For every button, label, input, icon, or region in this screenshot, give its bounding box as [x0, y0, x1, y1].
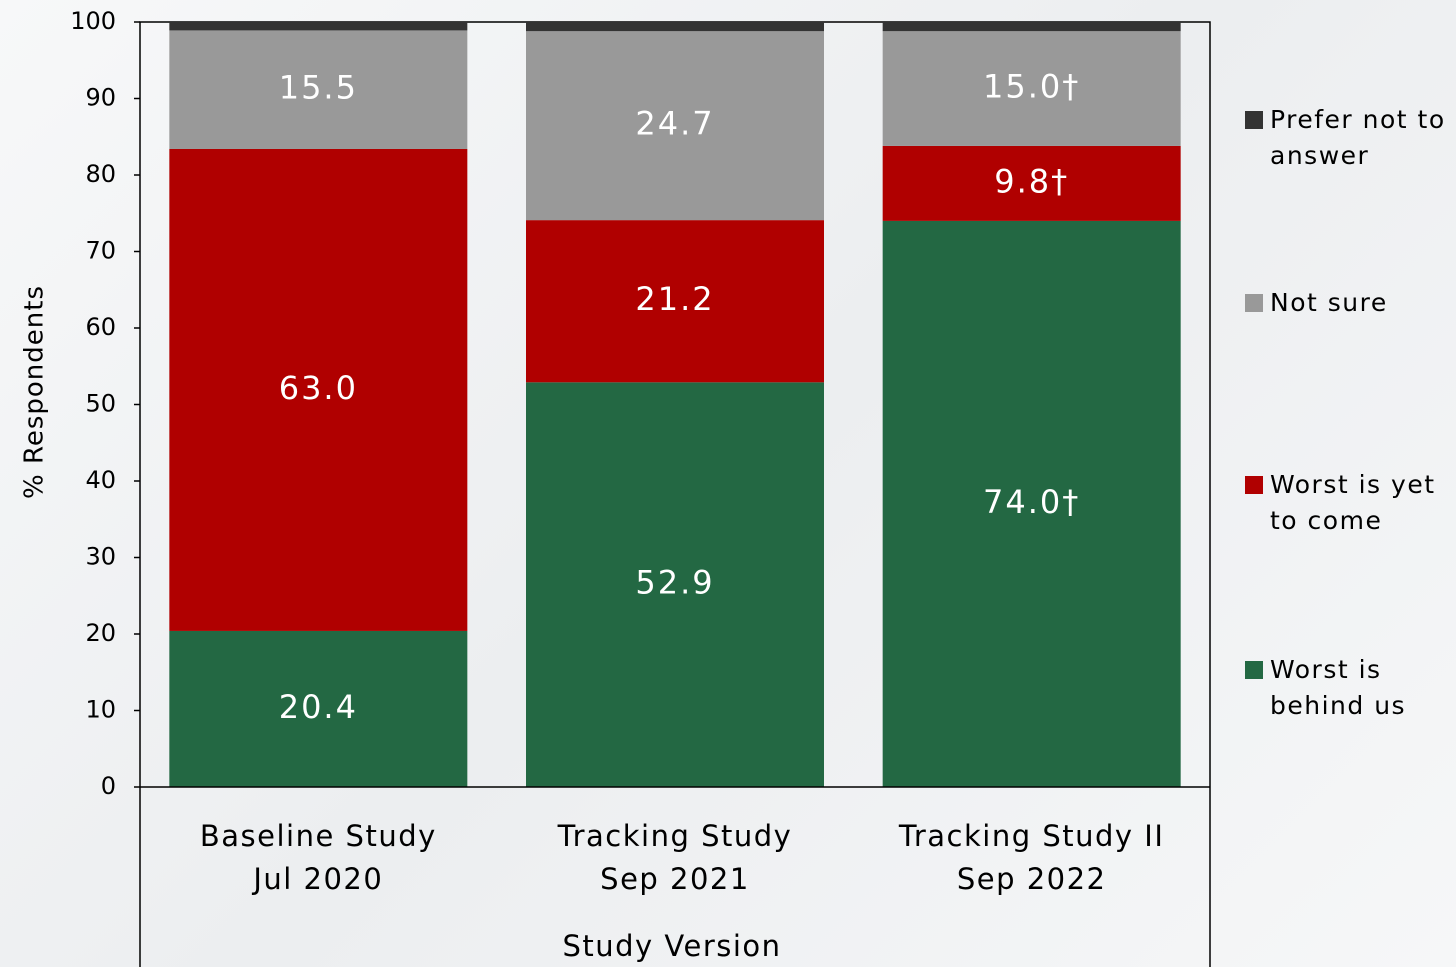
data-label: 20.4	[279, 688, 358, 726]
y-tick-label: 40	[85, 466, 116, 494]
legend-entry: Not sure	[1245, 285, 1455, 321]
legend-swatch	[1245, 111, 1263, 129]
data-label: 9.8†	[994, 162, 1069, 200]
y-tick-label: 10	[85, 696, 116, 724]
legend-label: Worst is behind us	[1270, 655, 1407, 720]
y-tick-label: 20	[85, 619, 116, 647]
bar-segment	[526, 31, 824, 221]
bar-segment	[169, 30, 468, 149]
bar-segment	[882, 22, 1181, 32]
legend-label: Not sure	[1270, 288, 1388, 317]
y-axis-label: % Respondents	[20, 285, 50, 499]
y-tick-label: 80	[85, 160, 116, 188]
y-tick-label: 100	[70, 7, 116, 35]
bar-segment	[526, 220, 824, 383]
x-tick-label: Jul 2020	[251, 862, 383, 896]
bar-segment	[169, 22, 468, 31]
bar-segment	[882, 145, 1181, 221]
data-label: 15.5	[279, 69, 358, 107]
bar-segment	[526, 22, 824, 32]
legend-label: Prefer not to answer	[1270, 105, 1446, 170]
bar-segment	[882, 31, 1181, 146]
x-tick-label: Sep 2022	[957, 862, 1107, 896]
legend-swatch	[1245, 476, 1263, 494]
x-tick-label: Tracking Study II	[898, 819, 1165, 853]
x-tick-label: Tracking Study	[557, 819, 793, 853]
x-axis-label: Study Version	[562, 929, 781, 963]
y-tick-label: 60	[85, 313, 116, 341]
y-tick-label: 90	[85, 84, 116, 112]
legend-entry: Worst is behind us	[1245, 652, 1455, 724]
data-label: 52.9	[635, 564, 714, 602]
bar-segment	[169, 630, 468, 787]
bar-segment	[882, 220, 1181, 787]
legend-entry: Worst is yet to come	[1245, 467, 1455, 539]
data-label: 63.0	[279, 369, 358, 407]
legend-entry: Prefer not to answer	[1245, 102, 1455, 174]
legend-swatch	[1245, 661, 1263, 679]
data-label: 21.2	[635, 280, 714, 318]
x-tick-label: Baseline Study	[200, 819, 437, 853]
x-tick-label: Sep 2021	[600, 862, 750, 896]
legend-swatch	[1245, 294, 1263, 312]
y-tick-label: 50	[85, 390, 116, 418]
bar-segment	[526, 382, 824, 787]
data-label: 24.7	[635, 105, 714, 143]
y-tick-label: 30	[85, 543, 116, 571]
y-tick-label: 0	[101, 772, 116, 800]
bar-segment	[169, 148, 468, 631]
data-label: 15.0†	[983, 68, 1080, 106]
legend-label: Worst is yet to come	[1270, 470, 1436, 535]
data-label: 74.0†	[983, 483, 1080, 521]
y-tick-label: 70	[85, 237, 116, 265]
